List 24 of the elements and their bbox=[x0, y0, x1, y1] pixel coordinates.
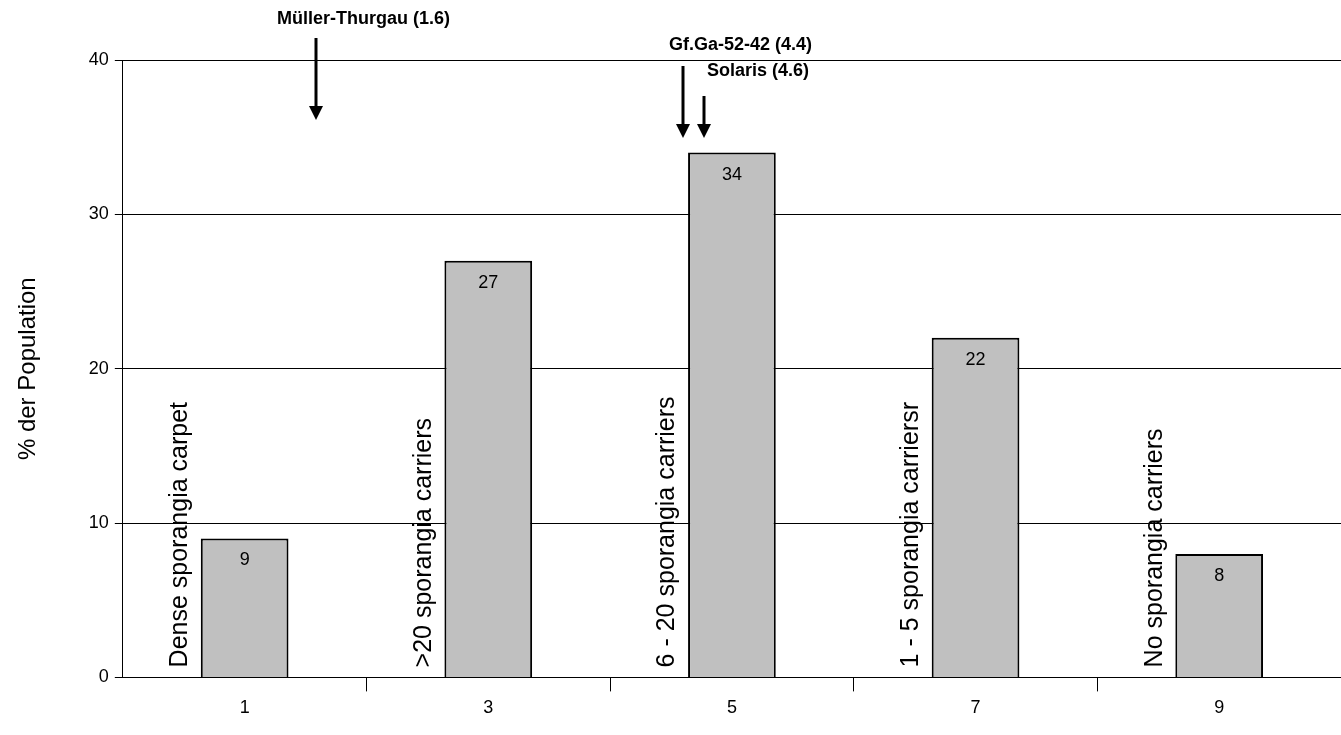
data-label: 8 bbox=[1214, 564, 1225, 585]
annotation: Solaris (4.6) bbox=[707, 59, 810, 80]
y-tick-label: 10 bbox=[88, 512, 109, 533]
x-tick-label: 7 bbox=[970, 697, 981, 718]
y-tick-label: 40 bbox=[88, 48, 109, 69]
annotation: No sporangia carriers bbox=[1138, 428, 1167, 668]
x-tick-label: 9 bbox=[1214, 697, 1225, 718]
y-tick-label: 0 bbox=[98, 666, 109, 687]
y-axis-title: % der Population bbox=[13, 277, 41, 461]
y-tick-label: 20 bbox=[88, 357, 109, 378]
text: Müller-Thurgau (1.6) bbox=[277, 7, 451, 28]
data-label: 27 bbox=[478, 271, 499, 292]
x-tick-label: 1 bbox=[239, 697, 250, 718]
annotation: 6 - 20 sporangia carriers bbox=[651, 396, 680, 668]
annotation: Dense sporangia carpet bbox=[164, 401, 193, 668]
x-tick-label: 5 bbox=[726, 697, 737, 718]
data-label: 9 bbox=[239, 549, 250, 570]
x-tick-label: 3 bbox=[483, 697, 494, 718]
y-tick-label: 30 bbox=[88, 203, 109, 224]
data-label: 34 bbox=[721, 163, 742, 184]
data-label: 22 bbox=[965, 348, 986, 369]
annotation: 1 - 5 sporangia carriersr bbox=[894, 402, 923, 668]
annotation: >20 sporangia carriers bbox=[407, 417, 436, 668]
text: Gf.Ga-52-42 (4.4) bbox=[669, 33, 813, 54]
